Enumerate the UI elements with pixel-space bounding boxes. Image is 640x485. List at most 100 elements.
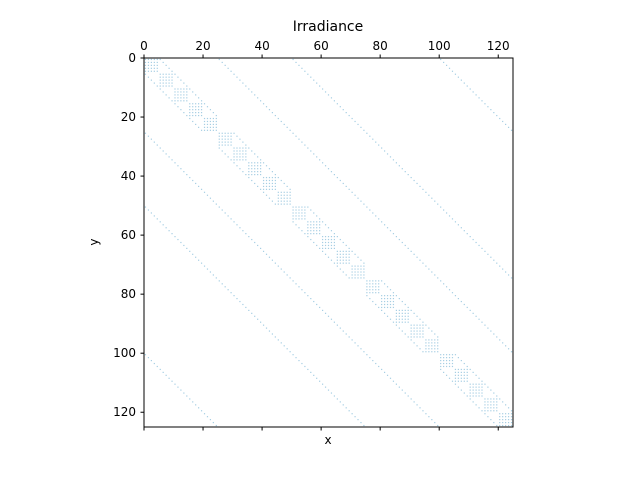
data-point	[478, 244, 480, 247]
data-point	[416, 336, 418, 338]
data-point	[189, 103, 191, 105]
data-point	[283, 197, 285, 199]
data-point	[310, 297, 312, 300]
data-point	[283, 182, 285, 185]
data-point	[386, 306, 389, 309]
data-point	[280, 194, 282, 196]
data-point	[313, 224, 315, 226]
data-point	[366, 354, 368, 356]
data-point	[383, 224, 386, 226]
data-point	[245, 153, 247, 155]
data-point	[254, 182, 256, 185]
data-point	[295, 357, 297, 359]
data-point	[460, 389, 462, 391]
data-point	[186, 88, 188, 90]
data-point	[242, 303, 244, 306]
data-point	[215, 123, 217, 126]
data-point	[298, 218, 300, 220]
data-point	[174, 91, 176, 93]
data-point	[357, 123, 359, 126]
data-point	[162, 61, 164, 64]
data-point	[398, 386, 400, 388]
data-point	[239, 79, 241, 81]
data-point	[257, 244, 259, 247]
data-point	[372, 283, 374, 285]
data-point	[469, 88, 471, 90]
data-point	[180, 109, 182, 111]
data-point	[283, 203, 285, 205]
data-point	[389, 306, 392, 309]
data-point	[239, 147, 241, 149]
data-point	[431, 271, 433, 273]
data-point	[484, 410, 486, 412]
data-point	[224, 286, 226, 288]
data-point	[265, 179, 268, 182]
data-point	[274, 176, 276, 179]
data-point	[162, 150, 164, 152]
data-point	[304, 206, 306, 208]
data-point	[268, 188, 271, 190]
data-point	[277, 203, 279, 205]
data-point	[351, 339, 353, 341]
data-point	[251, 179, 253, 182]
data-point	[496, 398, 498, 400]
data-point	[416, 182, 418, 185]
data-point	[206, 268, 209, 270]
data-point	[493, 333, 495, 335]
data-point	[507, 413, 510, 415]
data-point	[428, 351, 430, 353]
data-point	[505, 123, 507, 126]
data-point	[425, 348, 427, 350]
data-point	[342, 241, 344, 244]
data-point	[189, 398, 191, 400]
data-point	[144, 73, 147, 75]
data-point	[183, 171, 185, 173]
data-point	[186, 247, 188, 249]
data-point	[440, 368, 442, 371]
data-point	[313, 241, 315, 244]
data-point	[227, 141, 229, 143]
data-point	[410, 309, 412, 311]
data-point	[289, 203, 291, 205]
data-point	[298, 64, 300, 66]
data-point	[159, 221, 161, 223]
data-point	[248, 168, 250, 170]
data-point	[230, 132, 232, 134]
data-point	[493, 112, 495, 114]
data-point	[487, 106, 489, 108]
data-point	[274, 114, 276, 117]
data-point	[422, 188, 424, 190]
data-point	[212, 112, 214, 114]
data-point	[345, 185, 347, 188]
data-point	[292, 206, 294, 208]
data-point	[330, 97, 333, 99]
data-point	[289, 129, 291, 131]
data-point	[150, 138, 152, 140]
data-point	[386, 286, 389, 288]
data-point	[348, 247, 350, 249]
data-point	[298, 227, 300, 229]
data-point	[407, 315, 409, 317]
data-point	[319, 233, 321, 235]
data-point	[174, 236, 176, 238]
data-point	[395, 321, 397, 323]
data-point	[171, 85, 173, 87]
data-point	[180, 91, 182, 93]
data-point	[221, 61, 223, 64]
data-point	[198, 114, 200, 117]
data-point	[301, 209, 303, 211]
data-point	[469, 392, 471, 394]
data-point	[345, 262, 347, 264]
data-point	[239, 227, 241, 229]
data-point	[242, 141, 244, 143]
data-point	[407, 247, 409, 249]
data-point	[478, 392, 480, 394]
y-axis: 0 20 40 60 80 100 120	[113, 51, 144, 419]
data-point	[413, 330, 415, 332]
data-point	[493, 392, 495, 394]
data-point	[383, 295, 386, 297]
data-point	[451, 218, 454, 220]
data-point	[375, 362, 377, 365]
data-point	[434, 333, 436, 335]
data-point	[215, 120, 217, 123]
